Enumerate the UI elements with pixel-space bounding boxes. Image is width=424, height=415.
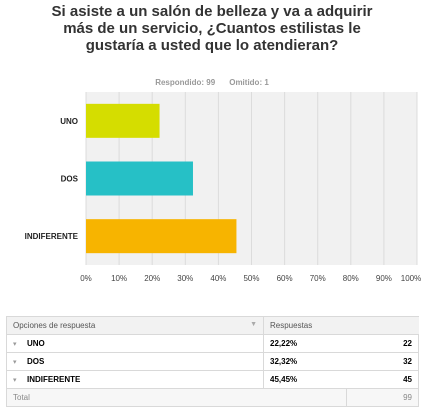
x-tick-label: 60% (277, 274, 293, 283)
bar (86, 219, 237, 254)
x-tick-label: 50% (243, 274, 259, 283)
sort-caret-icon[interactable]: ▼ (250, 321, 257, 328)
row-count: 45 (346, 370, 419, 389)
x-tick-label: 0% (80, 274, 92, 283)
x-tick-label: 90% (376, 274, 392, 283)
responses-table: Opciones de respuesta ▼ Respuestas ▾ UNO … (6, 316, 419, 407)
header-options[interactable]: Opciones de respuesta ▼ (6, 316, 264, 335)
table-row: ▾ INDIFERENTE 45,45% 45 (6, 370, 419, 389)
total-label: Total (6, 388, 347, 407)
bar (86, 161, 193, 196)
row-percent: 32,32% (263, 352, 346, 371)
answered-count: Respondido: 99 (155, 78, 216, 87)
table-row: ▾ UNO 22,22% 22 (6, 334, 419, 353)
x-tick-label: 40% (210, 274, 226, 283)
total-value: 99 (346, 388, 419, 407)
expand-caret-icon[interactable]: ▾ (13, 359, 17, 366)
expand-caret-icon[interactable]: ▾ (13, 377, 17, 384)
skipped-count: Omitido: 1 (229, 78, 269, 87)
bar-chart: 0% 10% 20% 30% 40% 50% 60% 70% 80% 90% 100% UNO DOS I… (25, 92, 421, 283)
x-tick-label: 20% (144, 274, 160, 283)
row-option: DOS (27, 357, 45, 366)
table-row: ▾ DOS 32,32% 32 (6, 352, 419, 371)
question-title: Si asiste a un salón de belleza y va a a… (51, 3, 373, 54)
x-tick-label: 100% (401, 274, 421, 283)
x-tick-label: 80% (343, 274, 359, 283)
category-label: INDIFERENTE (25, 232, 79, 241)
category-label: UNO (60, 117, 78, 126)
category-label: DOS (61, 175, 79, 184)
response-stats: Respondido: 99 Omitido: 1 (0, 78, 424, 87)
row-percent: 22,22% (263, 334, 346, 353)
table-total-row: Total 99 (6, 388, 419, 407)
row-count: 32 (346, 352, 419, 371)
table-header: Opciones de respuesta ▼ Respuestas (6, 316, 419, 335)
bar (86, 103, 160, 138)
x-tick-label: 10% (111, 274, 127, 283)
expand-caret-icon[interactable]: ▾ (13, 341, 17, 348)
row-option: INDIFERENTE (27, 375, 81, 384)
header-responses[interactable]: Respuestas (263, 316, 419, 335)
row-percent: 45,45% (263, 370, 346, 389)
row-count: 22 (346, 334, 419, 353)
x-tick-label: 30% (177, 274, 193, 283)
x-tick-label: 70% (310, 274, 326, 283)
row-option: UNO (27, 339, 45, 348)
